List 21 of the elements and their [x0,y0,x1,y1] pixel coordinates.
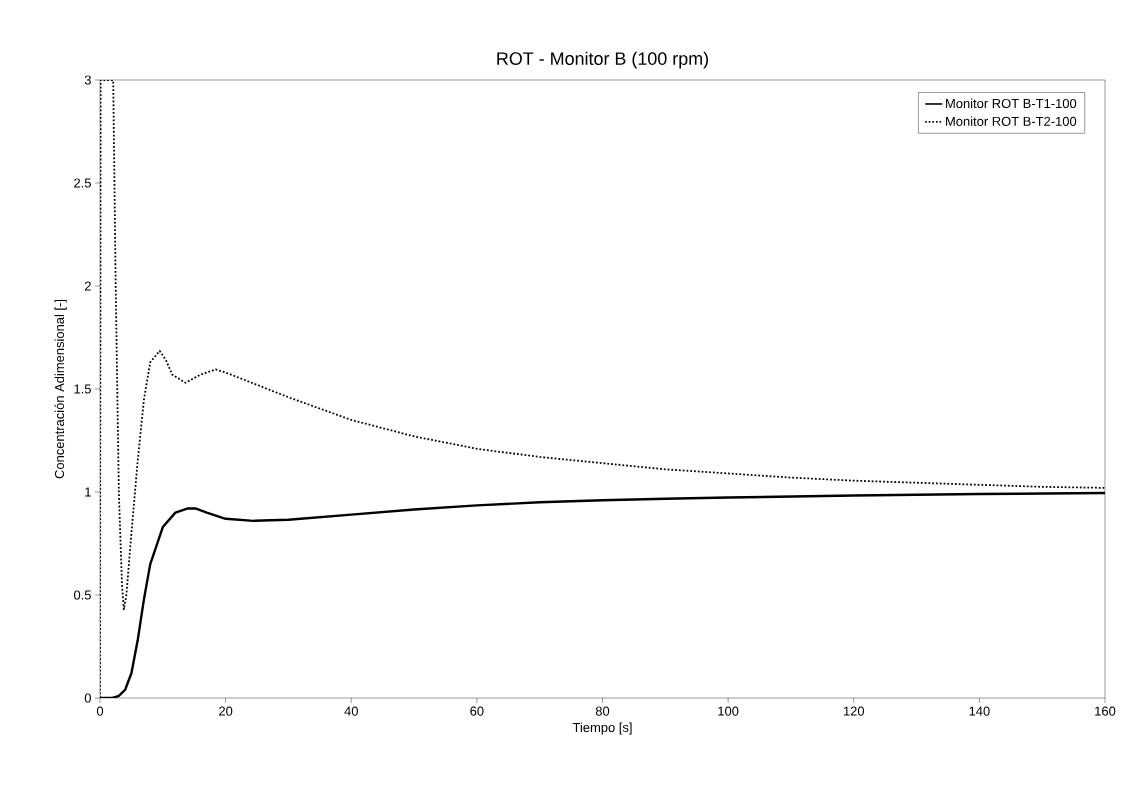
x-tick-label: 40 [344,706,358,716]
y-tick-label: 0.5 [73,590,91,600]
x-tick-label: 0 [96,706,104,716]
legend-label: Monitor ROT B-T1-100 [946,98,1077,109]
y-tick-label: 3 [84,75,91,85]
y-tick-label: 2.5 [74,178,91,188]
y-tick-label: 0 [84,693,91,703]
y-tick-label: 1.5 [74,384,91,394]
x-tick-label: 20 [219,706,233,716]
x-axis-title: Tiempo [s] [572,722,632,735]
y-tick-label: 1 [85,487,91,497]
x-tick-label: 160 [1095,706,1116,716]
legend-label: Monitor ROT B-T2-100 [946,116,1077,126]
y-axis-title: Concentración Adimensional [-] [54,299,67,479]
x-tick-label: 80 [595,706,610,716]
x-tick-label: 120 [843,706,865,716]
x-tick-label: 100 [718,706,739,716]
y-tick-label: 2 [84,281,91,291]
x-tick-label: 140 [969,706,990,716]
chart-title: ROT - Monitor B (100 rpm) [497,51,708,69]
x-tick-label: 60 [470,706,484,716]
